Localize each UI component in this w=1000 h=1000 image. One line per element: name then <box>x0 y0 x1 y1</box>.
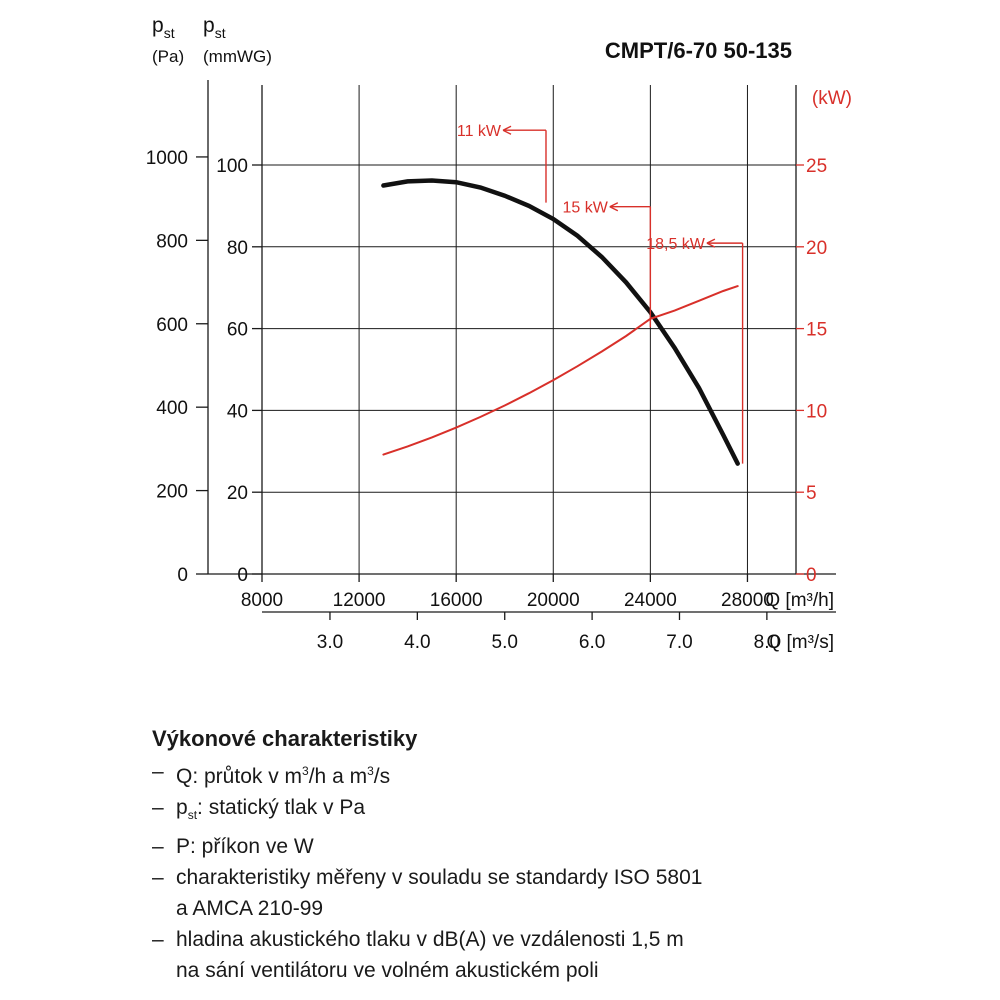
kw-tick-label: 0 <box>806 565 817 586</box>
annotation-arrowhead <box>502 125 512 135</box>
annotations: 11 kW 15 kW 18,5 kW <box>457 123 744 464</box>
x-tick-label: 28000 <box>721 590 774 611</box>
mmwg-tick-label: 20 <box>227 483 248 504</box>
x2-tick-label: 4.0 <box>404 632 430 653</box>
mmwg-tick-label: 60 <box>227 320 248 341</box>
chart-title: CMPT/6-70 50-135 <box>605 38 792 63</box>
axis-labels: 0200400600800100002040608010005101520258… <box>146 14 852 653</box>
x2-axis-label: Q [m³/s] <box>766 632 834 653</box>
kw-axis-label: (kW) <box>812 88 852 109</box>
annotation-label: 15 kW <box>562 200 608 217</box>
x-tick-label: 24000 <box>624 590 677 611</box>
legend-flow-text-mid: /h a m <box>308 765 368 788</box>
legend-pressure-symbol: p <box>176 796 188 819</box>
legend-dash: – <box>152 760 164 783</box>
legend-flow-text-end: /s <box>373 765 391 788</box>
annotation-label: 11 kW <box>457 123 502 140</box>
legend-flow-text: Q: průtok v m <box>176 765 303 788</box>
pressure-curve <box>381 178 740 466</box>
x2-tick-label: 3.0 <box>317 632 343 653</box>
pa-tick-label: 400 <box>156 398 188 419</box>
legend-standards-line1: charakteristiky měřeny v souladu se stan… <box>176 866 703 890</box>
annotation-label: 18,5 kW <box>646 236 706 253</box>
pa-axis-label-symbol: pst <box>152 14 175 41</box>
legend-list: – Q: průtok v m3/h a m3/s – pst: statick… <box>152 756 952 986</box>
x2-tick-label: 7.0 <box>666 632 692 653</box>
kw-tick-label: 15 <box>806 320 827 341</box>
x2-tick-label: 8.0 <box>754 632 780 653</box>
legend-standards-line2: a AMCA 210-99 <box>176 897 324 921</box>
legend-flow-sup2: 3 <box>367 764 374 778</box>
kw-tick-label: 20 <box>806 238 827 259</box>
legend-acoustic-line2: na sání ventilátoru ve volném akustickém… <box>176 959 599 983</box>
pa-tick-label: 200 <box>156 482 188 503</box>
annotation-arrowhead <box>609 202 619 212</box>
x-tick-label: 20000 <box>527 590 580 611</box>
grid-lines <box>261 85 796 574</box>
mmwg-tick-label: 0 <box>237 565 248 586</box>
legend-item-standards: – charakteristiky měřeny v souladu se st… <box>152 862 952 924</box>
x2-tick-label: 5.0 <box>492 632 518 653</box>
legend-dash: – <box>152 835 164 859</box>
pa-tick-label: 600 <box>156 315 188 336</box>
x2-tick-label: 6.0 <box>579 632 605 653</box>
legend-item-power: – P: příkon ve W <box>152 831 952 862</box>
pa-tick-label: 0 <box>177 565 188 586</box>
legend-item-flow: – Q: průtok v m3/h a m3/s <box>152 756 952 792</box>
legend-power-text: P: příkon ve W <box>176 835 314 859</box>
pa-tick-label: 1000 <box>146 148 188 169</box>
kw-tick-label: 25 <box>806 156 827 177</box>
series-group <box>381 178 740 466</box>
mmwg-tick-label: 80 <box>227 238 248 259</box>
legend-dash: – <box>152 928 164 952</box>
legend-acoustic-line1: hladina akustického tlaku v dB(A) ve vzd… <box>176 928 684 952</box>
mmwg-axis-label-symbol: pst <box>203 14 226 41</box>
legend-item-pressure: – pst: statický tlak v Pa <box>152 792 952 831</box>
legend-pressure-sub: st <box>187 808 198 823</box>
x-tick-label: 8000 <box>241 590 283 611</box>
legend-title: Výkonové charakteristiky <box>152 726 418 751</box>
axes <box>196 80 836 620</box>
annotation-arrowhead <box>706 238 716 248</box>
pa-tick-label: 800 <box>156 231 188 252</box>
legend-flow-sup: 3 <box>302 764 309 778</box>
x-axis-label: Q [m³/h] <box>765 590 834 611</box>
mmwg-tick-label: 40 <box>227 401 248 422</box>
mmwg-tick-label: 100 <box>216 156 248 177</box>
legend-dash: – <box>152 796 164 819</box>
x-tick-label: 12000 <box>333 590 386 611</box>
legend-block: Výkonové charakteristiky – Q: průtok v m… <box>152 726 952 986</box>
power-curve <box>382 285 739 456</box>
kw-tick-label: 5 <box>806 483 817 504</box>
x-tick-label: 16000 <box>430 590 483 611</box>
legend-pressure-text: : statický tlak v Pa <box>197 796 366 819</box>
legend-dash: – <box>152 866 164 890</box>
mmwg-axis-label-unit: (mmWG) <box>203 47 272 66</box>
pa-axis-label-unit: (Pa) <box>152 47 184 66</box>
kw-tick-label: 10 <box>806 401 827 422</box>
legend-item-acoustic: – hladina akustického tlaku v dB(A) ve v… <box>152 924 952 986</box>
